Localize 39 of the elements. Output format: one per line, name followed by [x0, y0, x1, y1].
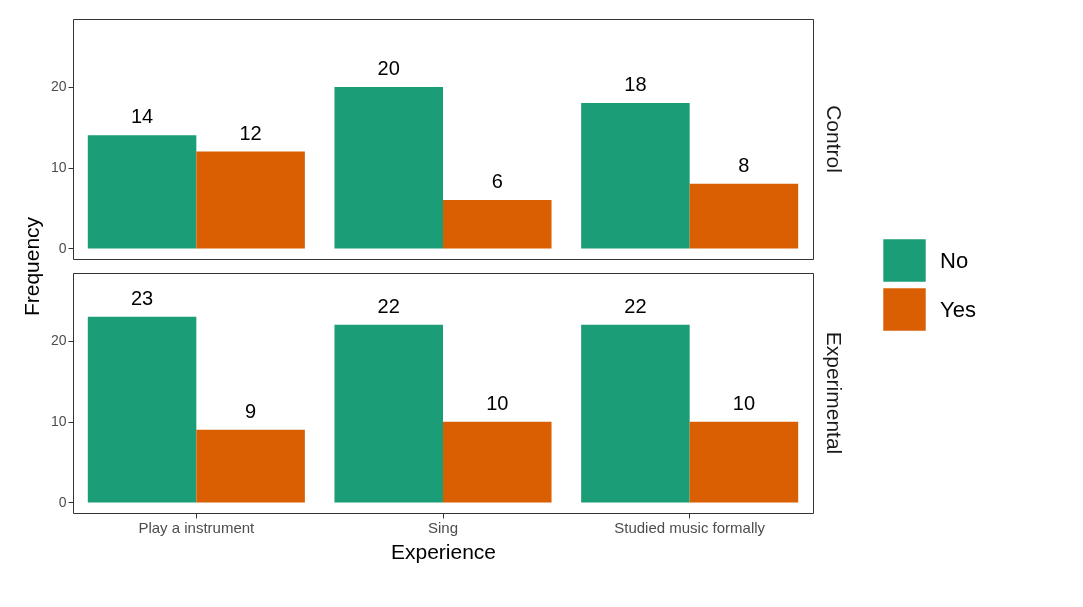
data-label: 23: [130, 286, 154, 309]
data-label: 18: [624, 73, 647, 96]
x-axis-title: Experience: [390, 539, 497, 563]
data-label: 10: [486, 391, 509, 414]
bar: [581, 103, 690, 249]
text: Experimental: [823, 331, 846, 455]
bar: [581, 324, 690, 503]
text: Control: [823, 105, 846, 173]
bar: [87, 135, 197, 249]
data-label: 6: [491, 170, 503, 193]
bar: [196, 151, 305, 249]
data-label: 20: [377, 56, 400, 79]
y-tick-label: 0: [58, 239, 67, 256]
bar: [443, 421, 552, 503]
bar: [689, 421, 799, 503]
data-label: 10: [732, 391, 756, 414]
data-label: 22: [624, 294, 647, 317]
bar: [334, 324, 443, 503]
legend-label: Yes: [940, 296, 976, 322]
data-label: 12: [239, 121, 262, 144]
y-tick-label: 10: [50, 159, 67, 176]
legend-label: No: [940, 247, 969, 273]
y-axis-title: Frequency: [19, 216, 43, 317]
bar: [87, 316, 197, 503]
x-tick-label: Play a instrument: [138, 518, 256, 536]
data-label: 9: [245, 399, 257, 422]
y-tick-label: 20: [50, 332, 67, 349]
y-tick-label: 10: [50, 413, 67, 430]
bar: [689, 183, 799, 249]
y-tick-label: 20: [50, 78, 67, 95]
x-tick-label: Studied music formally: [614, 518, 766, 536]
data-label: 22: [377, 294, 400, 317]
y-tick-label: 0: [58, 493, 67, 510]
data-label: 8: [738, 153, 750, 176]
data-label: 14: [130, 105, 154, 128]
bar: [334, 86, 443, 249]
bar: [196, 429, 305, 503]
x-tick-label: Sing: [427, 518, 459, 536]
bar: [443, 200, 552, 249]
